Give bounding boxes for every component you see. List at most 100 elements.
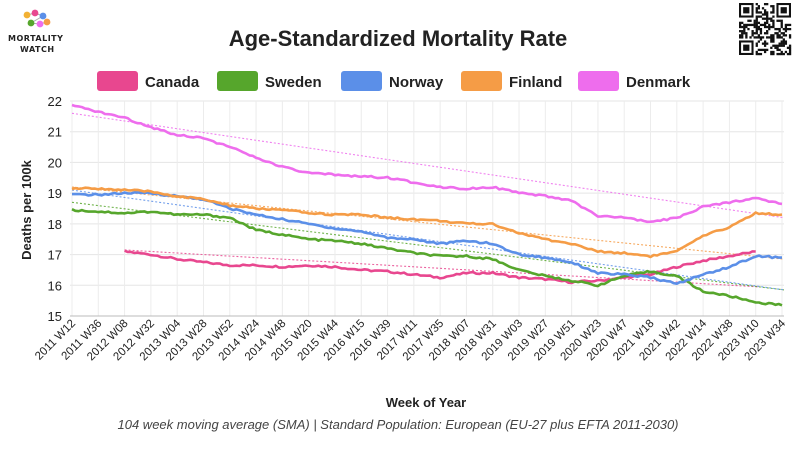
qr-module [774,46,777,49]
qr-module [759,48,763,52]
legend-swatch [461,71,502,91]
qr-module [782,44,785,47]
qr-module [753,21,756,24]
qr-module [784,23,788,27]
chart-title: Age-Standardized Mortality Rate [229,26,568,51]
legend-item-finland[interactable]: Finland [461,71,562,91]
qr-module [763,23,767,27]
qr-module [763,13,767,16]
qr-module [761,13,765,16]
qr-module [759,36,763,39]
qr-module [747,23,750,27]
legend-item-norway[interactable]: Norway [341,71,444,91]
qr-module [741,36,744,39]
logo-dot [27,19,35,27]
qr-module [747,27,750,31]
qr-module [770,17,773,20]
qr-module [759,32,763,35]
qr-module [772,38,775,41]
qr-module [782,52,785,56]
legend-item-sweden[interactable]: Sweden [217,71,322,91]
qr-module [782,34,785,37]
legend-item-canada[interactable]: Canada [97,71,200,91]
series-line-sweden [71,208,783,307]
y-tick-label: 20 [48,155,62,170]
qr-module [776,48,779,52]
qr-module [755,3,758,6]
qr-module [780,23,783,27]
qr-module [757,52,760,56]
qr-module [751,34,754,37]
qr-module [761,7,765,10]
qr-module [749,23,752,27]
y-tick-label: 19 [48,186,62,201]
y-tick-label: 22 [48,94,62,109]
y-axis-label: Deaths per 100k [19,159,34,259]
qr-module [776,52,779,56]
legend-label: Canada [145,74,200,91]
qr-module [770,46,773,49]
qr-module [770,19,773,22]
y-tick-label: 21 [48,125,62,140]
qr-module [761,36,765,39]
qr-module [768,23,771,27]
qr-module [757,21,760,24]
qr-module [755,21,758,24]
qr-module [755,7,758,10]
qr-module [759,30,763,33]
qr-module [788,44,792,47]
legend-item-denmark[interactable]: Denmark [578,71,691,91]
qr-module [761,17,765,20]
trend-line-finland [71,186,785,260]
qr-module [757,40,760,43]
x-axis-label: Week of Year [386,395,466,410]
y-tick-label: 18 [48,217,62,232]
qr-module [788,34,792,37]
qr-module [753,23,756,27]
qr-module [784,30,788,33]
qr-module [739,23,742,27]
qr-module [755,25,758,29]
qr-module [753,32,756,35]
logo-dot [36,20,44,28]
logo-dot [23,11,31,19]
series-line-norway [72,191,782,285]
qr-module [755,27,758,31]
qr-module [770,38,773,41]
qr-finder-core [743,44,750,51]
qr-module [755,36,758,39]
qr-module [755,44,758,47]
logo-line2: WATCH [20,45,55,54]
qr-module [786,52,790,56]
qr-module [755,11,758,14]
qr-module [782,27,785,31]
qr-module [774,27,777,31]
qr-module [776,19,779,22]
qr-module [766,48,769,52]
qr-module [780,25,783,29]
qr-module [766,32,769,35]
qr-module [786,23,790,27]
qr-module [770,11,773,14]
qr-module [788,48,792,52]
qr-module [780,40,783,43]
qr-module [741,21,744,24]
qr-module [743,32,746,35]
logo-dot [43,18,51,26]
qr-module [766,17,769,20]
qr-module [743,25,746,29]
y-tick-label: 16 [48,278,62,293]
qr-finder-core [780,7,787,14]
qr-module [766,21,769,24]
qr-module [743,27,746,31]
qr-module [759,15,763,18]
series-line-finland [71,186,783,259]
qr-module [755,32,758,35]
qr-module [784,40,788,43]
qr-module [741,25,744,29]
qr-module [763,48,767,52]
qr-module [749,19,752,22]
qr-module [780,50,783,54]
qr-module [772,25,775,29]
logo-dot [31,9,39,17]
